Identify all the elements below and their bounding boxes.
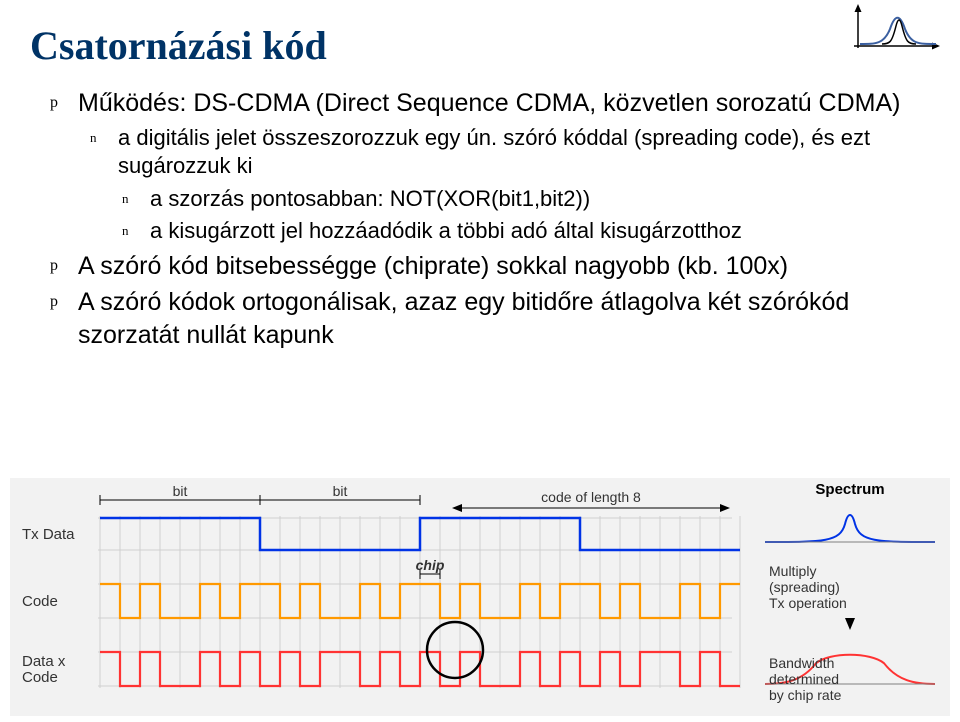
bullet-marker: p [50,93,58,114]
bullet-n1: n a digitális jelet összeszorozzuk egy ú… [50,124,930,181]
bullet-marker: n [90,130,97,147]
svg-text:bit: bit [333,483,348,499]
bullet-p2: p A szóró kód bitsebességge (chiprate) s… [50,250,930,283]
svg-text:Multiply: Multiply [769,563,816,579]
bullet-n2a: n a szorzás pontosabban: NOT(XOR(bit1,bi… [50,185,930,214]
bullet-text: a szorzás pontosabban: NOT(XOR(bit1,bit2… [150,186,590,211]
svg-text:chip: chip [416,557,445,573]
bullet-text: A szóró kódok ortogonálisak, azaz egy bi… [78,288,849,349]
svg-text:Tx operation: Tx operation [769,595,847,611]
bullet-marker: p [50,292,58,313]
svg-text:(spreading): (spreading) [769,579,840,595]
bullet-text: Működés: DS-CDMA (Direct Sequence CDMA, … [78,89,901,117]
svg-text:Data x: Data x [22,653,66,670]
bullet-text: a digitális jelet összeszorozzuk egy ún.… [118,125,870,179]
bullet-p1: p Működés: DS-CDMA (Direct Sequence CDMA… [50,87,930,120]
svg-text:Code: Code [22,669,58,686]
bullet-text: A szóró kód bitsebességge (chiprate) sok… [78,252,788,280]
bullet-n2b: n a kisugárzott jel hozzáadódik a többi … [50,217,930,246]
svg-text:Bandwidth: Bandwidth [769,655,834,671]
bullet-marker: n [122,191,129,208]
corner-spectrum-icon [850,4,940,52]
bullet-marker: p [50,256,58,277]
svg-text:bit: bit [173,483,188,499]
bullet-marker: n [122,223,129,240]
svg-text:Spectrum: Spectrum [815,481,884,498]
svg-text:Tx Data: Tx Data [22,526,75,543]
bullet-p3: p A szóró kódok ortogonálisak, azaz egy … [50,286,930,351]
bullet-block: p Működés: DS-CDMA (Direct Sequence CDMA… [50,87,930,351]
svg-text:determined: determined [769,671,839,687]
svg-text:code of length 8: code of length 8 [541,489,641,505]
bullet-text: a kisugárzott jel hozzáadódik a többi ad… [150,218,742,243]
page-title: Csatornázási kód [30,22,930,69]
timing-diagram: Tx DataCodeData xCodebitbitchipcode of l… [10,478,950,716]
svg-text:by chip rate: by chip rate [769,687,842,703]
slide: Csatornázási kód p Működés: DS-CDMA (Dir… [0,0,960,722]
svg-text:Code: Code [22,593,58,610]
